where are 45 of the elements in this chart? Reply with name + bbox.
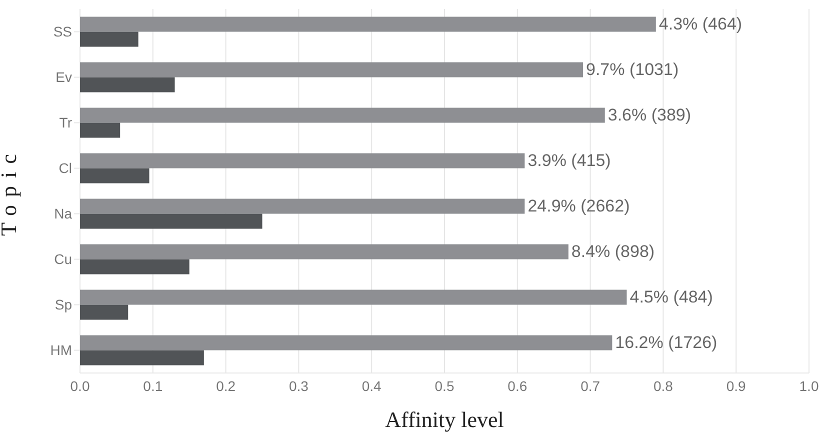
- x-tick-label: 0.2: [216, 378, 236, 394]
- x-tick-label: 0.4: [362, 378, 382, 394]
- x-tick-label: 0.0: [70, 378, 90, 394]
- bar: [80, 153, 525, 168]
- y-tick-label: Sp: [54, 296, 72, 313]
- bar: [80, 304, 128, 320]
- y-tick-label: Cl: [58, 160, 72, 176]
- x-tick-label: 0.6: [508, 378, 528, 394]
- bar: [80, 259, 190, 274]
- annotation: 4.3% (464): [658, 14, 742, 34]
- x-tick-label: 0.8: [653, 378, 674, 394]
- y-tick-label: Ev: [56, 69, 72, 86]
- bar: [80, 108, 605, 123]
- y-tick-label: Na: [54, 206, 72, 222]
- annotation: 4.5% (484): [630, 287, 713, 306]
- y-tick-label: Tr: [59, 114, 72, 131]
- bar: [80, 77, 175, 92]
- bar: [80, 198, 525, 214]
- x-tick-label: 0.9: [726, 378, 746, 394]
- x-tick-label: 0.7: [580, 378, 600, 394]
- x-tick-label: 1.0: [799, 378, 819, 394]
- x-tick-label: 0.3: [288, 378, 309, 394]
- y-tick-label: Cu: [54, 251, 72, 268]
- bar: [80, 168, 150, 184]
- bar: [80, 350, 204, 366]
- annotation: 3.6% (389): [608, 105, 692, 124]
- y-axis-title: Topic: [0, 146, 21, 236]
- x-tick-label: 0.1: [143, 378, 163, 394]
- bar: [80, 244, 568, 260]
- bar: [80, 62, 584, 78]
- bar: [80, 32, 138, 47]
- x-tick-label: 0.5: [434, 378, 454, 394]
- y-tick-label: HM: [50, 342, 72, 358]
- annotation: 3.9% (415): [528, 150, 611, 170]
- bar: [80, 214, 262, 229]
- bar: [80, 16, 656, 32]
- annotation: 24.9% (2662): [528, 196, 630, 216]
- y-tick-label: SS: [53, 24, 72, 40]
- annotation: 9.7% (1031): [586, 60, 679, 79]
- bar: [80, 335, 612, 350]
- annotation: 8.4% (898): [571, 242, 655, 261]
- bar: [80, 122, 120, 138]
- x-axis-title: Affinity level: [385, 407, 504, 432]
- annotation: 16.2% (1726): [615, 332, 718, 352]
- bar: [80, 290, 627, 305]
